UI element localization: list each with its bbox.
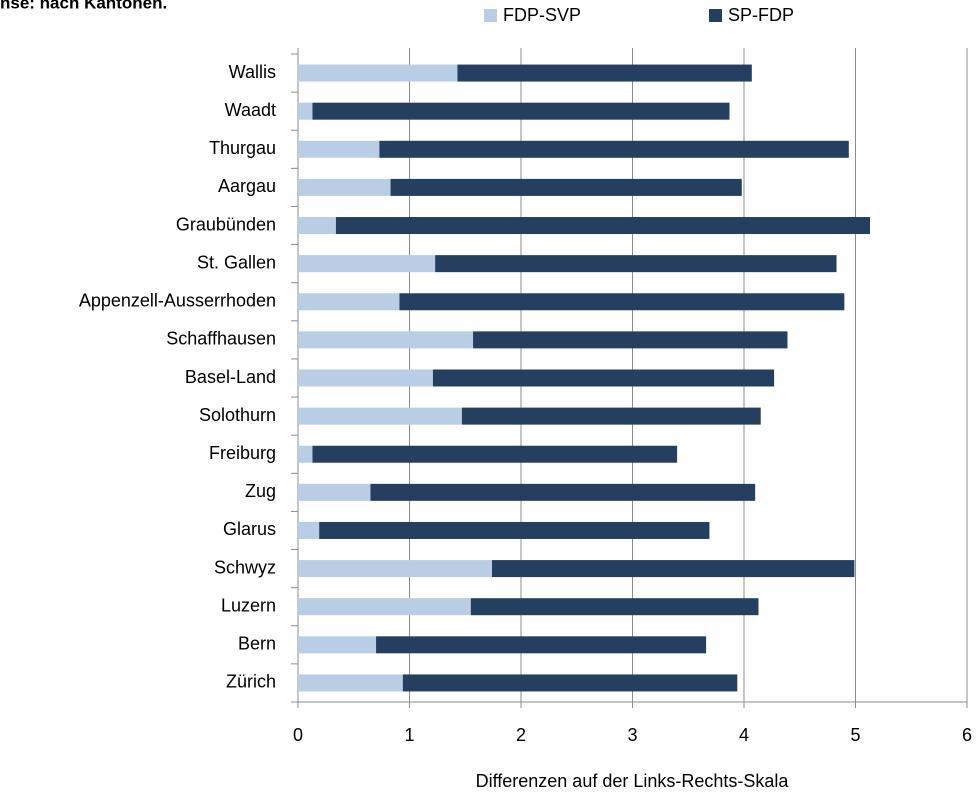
- bar-segment: [298, 102, 313, 120]
- bar-segment: [376, 636, 707, 654]
- bar-segment: [435, 255, 837, 273]
- bar-segment: [492, 560, 855, 578]
- y-tick-label: Wallis: [229, 62, 276, 82]
- bar-segment: [298, 255, 436, 273]
- legend-swatch: [484, 9, 497, 22]
- legend-label: FDP-SVP: [503, 5, 581, 25]
- bar-segment: [298, 369, 433, 387]
- bar-segment: [312, 102, 730, 120]
- bar-segment: [399, 293, 845, 311]
- y-tick-label: Schaffhausen: [166, 329, 276, 349]
- y-tick-label: Freiburg: [209, 443, 276, 463]
- bar-segment: [298, 64, 458, 82]
- bar-segment: [298, 560, 493, 578]
- y-tick-label: Zug: [245, 481, 276, 501]
- bar-segment: [298, 521, 320, 539]
- bar-segment: [298, 140, 380, 158]
- chart-title: nse: nach Kantonen.: [0, 0, 167, 12]
- x-tick-label: 6: [962, 725, 972, 745]
- y-tick-label: Bern: [238, 634, 276, 654]
- x-tick-label: 2: [516, 725, 526, 745]
- y-tick-label: Basel-Land: [185, 367, 276, 387]
- bar-segment: [312, 445, 678, 463]
- y-tick-label: Thurgau: [209, 138, 276, 158]
- y-tick-label: Zürich: [226, 672, 276, 692]
- bar-segment: [461, 407, 761, 425]
- y-tick-label: St. Gallen: [197, 252, 276, 272]
- y-tick-label: Glarus: [223, 519, 276, 539]
- y-tick-label: Graubünden: [176, 214, 276, 234]
- bar-segment: [298, 407, 462, 425]
- bar-segment: [298, 331, 474, 349]
- bar-segment: [432, 369, 775, 387]
- bar-segment: [390, 178, 742, 196]
- x-tick-label: 4: [739, 725, 749, 745]
- bar-segment: [335, 217, 870, 235]
- bar-segment: [298, 217, 336, 235]
- y-tick-label: Solothurn: [199, 405, 276, 425]
- legend-swatch: [709, 9, 722, 22]
- bar-segment: [298, 636, 377, 654]
- x-tick-label: 3: [627, 725, 637, 745]
- y-tick-label: Luzern: [221, 595, 276, 615]
- y-tick-label: Aargau: [218, 176, 276, 196]
- bar-segment: [298, 483, 371, 501]
- bar-segment: [298, 445, 313, 463]
- y-tick-label: Appenzell-Ausserrhoden: [79, 291, 276, 311]
- bar-segment: [298, 674, 403, 692]
- bar-segment: [298, 293, 400, 311]
- bar-segment: [379, 140, 849, 158]
- bar-segment: [319, 521, 710, 539]
- x-axis-label: Differenzen auf der Links-Rechts-Skala: [476, 771, 790, 791]
- bar-segment: [470, 598, 759, 616]
- bar-segment: [473, 331, 788, 349]
- x-tick-label: 1: [404, 725, 414, 745]
- y-tick-label: Waadt: [225, 100, 276, 120]
- bar-segment: [370, 483, 756, 501]
- y-tick-label: Schwyz: [214, 557, 276, 577]
- x-tick-label: 5: [850, 725, 860, 745]
- bar-segment: [402, 674, 738, 692]
- x-tick-label: 0: [293, 725, 303, 745]
- bar-segment: [298, 178, 391, 196]
- bar-segment: [457, 64, 752, 82]
- legend-label: SP-FDP: [728, 5, 794, 25]
- bar-segment: [298, 598, 471, 616]
